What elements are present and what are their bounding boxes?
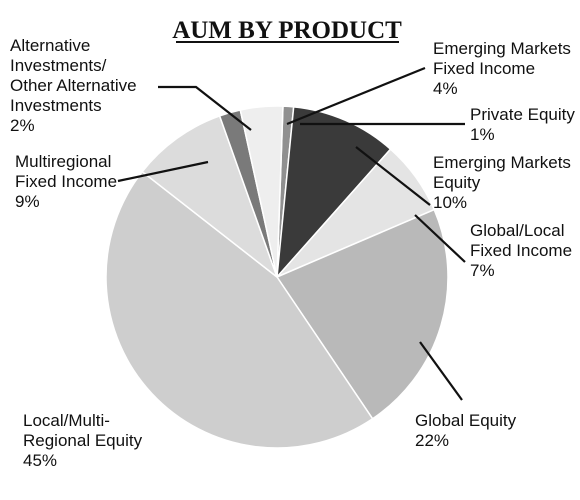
slice-label: Private Equity 1% xyxy=(470,105,575,144)
slice-name-label: Investments xyxy=(10,96,102,115)
slice-name-label: Investments/ xyxy=(10,56,107,75)
leader-line xyxy=(414,214,466,263)
slice-name-label: Equity xyxy=(433,173,481,192)
slice-name-label: Fixed Income xyxy=(470,241,572,260)
slice-name-label: Emerging Markets xyxy=(433,39,571,58)
slice-name-label: Multiregional xyxy=(15,152,111,171)
slice-label: Multiregional Fixed Income 9% xyxy=(15,152,117,211)
slice-label: Emerging Markets Fixed Income 4% xyxy=(433,39,571,98)
slice-name-label: Alternative xyxy=(10,36,90,55)
leader-line xyxy=(286,66,426,126)
pie-slice xyxy=(141,114,279,280)
slice-label: Alternative Investments/Other Alternative… xyxy=(10,36,137,135)
pie-slice xyxy=(105,170,374,449)
leader-line xyxy=(117,160,209,183)
slice-value-label: 1% xyxy=(470,125,495,144)
leader-line xyxy=(419,341,463,401)
slice-name-label: Global Equity xyxy=(415,411,517,430)
slice-label: Global Equity 22% xyxy=(415,411,517,450)
slice-value-label: 2% xyxy=(10,116,35,135)
slice-name-label: Other Alternative xyxy=(10,76,137,95)
slice-name-label: Emerging Markets xyxy=(433,153,571,172)
slice-name-label: Global/Local xyxy=(470,221,565,240)
slice-label: Local/Multi-Regional Equity 45% xyxy=(23,411,143,470)
slice-value-label: 22% xyxy=(415,431,449,450)
slice-name-label: Fixed Income xyxy=(15,172,117,191)
slice-name-label: Private Equity xyxy=(470,105,575,124)
slice-name-label: Regional Equity xyxy=(23,431,143,450)
slice-value-label: 7% xyxy=(470,261,495,280)
pie-slices xyxy=(105,105,449,449)
slice-name-label: Local/Multi- xyxy=(23,411,110,430)
slice-label: Global/Local Fixed Income 7% xyxy=(470,221,572,280)
pie-slice xyxy=(276,106,392,280)
slice-value-label: 4% xyxy=(433,79,458,98)
pie-slice xyxy=(239,105,284,278)
slice-name-label: Fixed Income xyxy=(433,59,535,78)
leader-lines xyxy=(117,66,466,401)
slice-value-label: 45% xyxy=(23,451,57,470)
slice-labels: Private Equity 1%Emerging Markets Equity 10… xyxy=(10,36,575,470)
pie-slice xyxy=(275,208,449,420)
chart-title: AUM BY PRODUCT xyxy=(172,17,402,44)
slice-value-label: 10% xyxy=(433,193,467,212)
leader-line xyxy=(158,85,252,131)
slice-label: Emerging Markets Equity 10% xyxy=(433,153,571,212)
leader-line xyxy=(355,146,431,206)
slice-value-label: 9% xyxy=(15,192,40,211)
